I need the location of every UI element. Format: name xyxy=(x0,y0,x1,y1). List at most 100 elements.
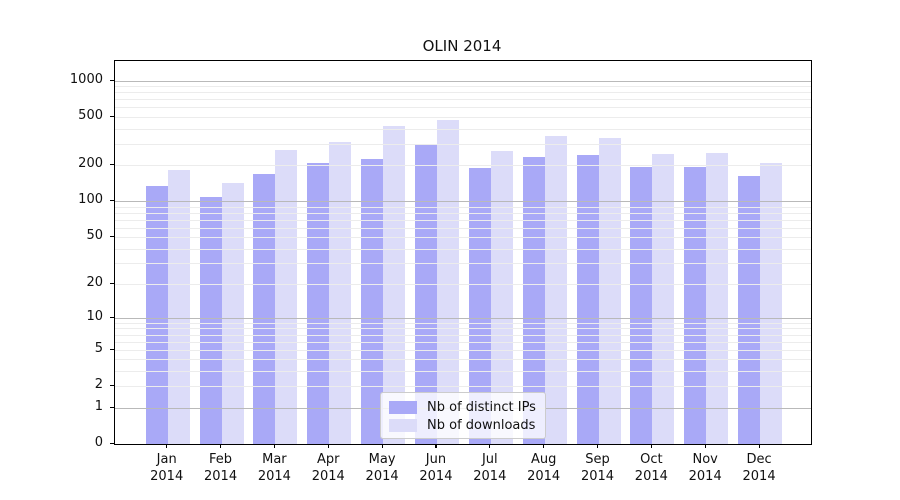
legend-swatch-distinct-ips-icon xyxy=(389,400,417,414)
gridline-minor xyxy=(115,227,811,229)
gridline-minor xyxy=(115,328,811,330)
y-tick-label: 500 xyxy=(78,107,103,123)
gridline-minor xyxy=(115,386,811,388)
y-tick-mark xyxy=(110,79,114,81)
bar-feb-downloads xyxy=(221,182,244,444)
x-tick-label-jan: Jan 2014 xyxy=(150,452,184,484)
y-tick-label: 20 xyxy=(86,274,103,290)
legend-item-distinct-ips: Nb of distinct IPs xyxy=(389,399,537,415)
gridline-minor xyxy=(115,128,811,130)
y-tick-mark xyxy=(110,348,114,350)
gridline-minor xyxy=(115,237,811,239)
x-tick-mark xyxy=(758,444,760,448)
bar-feb-distinct-ips xyxy=(199,196,222,444)
bars-layer xyxy=(115,61,811,444)
x-tick-mark xyxy=(597,444,599,448)
y-tick-mark xyxy=(110,200,114,202)
gridline-minor xyxy=(115,371,811,373)
x-tick-mark xyxy=(543,444,545,448)
gridline-major xyxy=(115,317,811,319)
gridline-minor xyxy=(115,283,811,285)
y-tick-mark xyxy=(110,316,114,319)
x-tick-label-sep: Sep 2014 xyxy=(580,452,615,484)
legend-swatch-downloads-icon xyxy=(389,418,417,432)
x-tick-label-mar: Mar 2014 xyxy=(257,452,291,484)
bar-jul-downloads xyxy=(490,150,513,444)
x-tick-mark xyxy=(435,444,437,448)
gridline-minor xyxy=(115,116,811,118)
x-tick-label-may: May 2014 xyxy=(365,452,399,484)
x-tick-mark xyxy=(381,444,383,448)
plot-area: Nb of distinct IPs Nb of downloads xyxy=(114,60,812,445)
x-tick-label-aug: Aug 2014 xyxy=(527,452,561,484)
bar-jan-downloads xyxy=(167,170,190,444)
gridline-minor xyxy=(115,99,811,101)
gridline-minor xyxy=(115,92,811,94)
bar-aug-distinct-ips xyxy=(522,156,545,444)
y-tick-label: 100 xyxy=(78,192,103,208)
x-tick-mark xyxy=(273,444,276,448)
legend: Nb of distinct IPs Nb of downloads xyxy=(380,392,546,439)
y-tick-label: 0 xyxy=(94,435,103,450)
y-tick-mark xyxy=(110,282,114,285)
bar-may-distinct-ips xyxy=(361,159,384,444)
bar-sep-downloads xyxy=(598,137,621,444)
x-tick-mark xyxy=(220,444,222,448)
gridline-minor xyxy=(115,349,811,351)
y-tick-mark xyxy=(110,385,114,387)
y-tick-mark xyxy=(110,115,114,118)
x-tick-mark xyxy=(704,444,706,448)
bar-jun-distinct-ips xyxy=(414,144,437,444)
x-tick-mark xyxy=(166,444,168,448)
bar-apr-downloads xyxy=(329,142,352,444)
legend-item-downloads: Nb of downloads xyxy=(389,417,537,433)
gridline-minor xyxy=(115,341,811,343)
x-tick-mark xyxy=(489,444,491,448)
bar-may-downloads xyxy=(383,125,406,444)
x-tick-label-jul: Jul 2014 xyxy=(473,452,507,484)
bar-jan-distinct-ips xyxy=(145,185,168,444)
y-tick-label: 50 xyxy=(86,228,103,244)
x-tick-label-nov: Nov 2014 xyxy=(688,452,722,484)
gridline-minor xyxy=(115,143,811,145)
x-tick-mark xyxy=(327,444,329,448)
gridline-minor xyxy=(115,107,811,109)
gridline-minor xyxy=(115,86,811,88)
y-tick-label: 5 xyxy=(94,340,103,356)
gridline-minor xyxy=(115,219,811,221)
bar-dec-distinct-ips xyxy=(738,175,761,444)
gridline-minor xyxy=(115,322,811,324)
y-tick-mark xyxy=(110,236,114,238)
y-tick-mark xyxy=(110,163,114,166)
x-tick-label-oct: Oct 2014 xyxy=(634,452,668,484)
y-tick-label: 1000 xyxy=(69,71,103,87)
bar-jun-downloads xyxy=(436,119,459,444)
gridline-minor xyxy=(115,206,811,208)
y-tick-label: 10 xyxy=(86,308,103,324)
y-tick-label: 1 xyxy=(94,398,103,414)
gridline-minor xyxy=(115,359,811,361)
y-tick-mark xyxy=(110,406,114,408)
bar-oct-distinct-ips xyxy=(630,166,653,444)
gridline-major xyxy=(115,201,811,203)
y-tick-label: 200 xyxy=(78,155,103,171)
gridline-minor xyxy=(115,248,811,250)
bar-dec-downloads xyxy=(760,162,783,444)
x-tick-mark xyxy=(650,444,653,448)
gridline-minor xyxy=(115,212,811,214)
bar-mar-distinct-ips xyxy=(253,174,276,444)
y-tick-label: 2 xyxy=(94,377,103,393)
gridline-minor xyxy=(115,164,811,166)
gridline-major xyxy=(115,80,811,82)
grid-layer xyxy=(115,61,811,444)
x-tick-label-dec: Dec 2014 xyxy=(742,452,776,484)
x-tick-label-apr: Apr 2014 xyxy=(311,452,345,484)
legend-label-distinct-ips: Nb of distinct IPs xyxy=(427,399,536,415)
bar-nov-distinct-ips xyxy=(684,166,707,444)
y-tick-mark xyxy=(110,443,114,445)
gridline-minor xyxy=(115,263,811,265)
x-tick-label-jun: Jun 2014 xyxy=(419,452,453,484)
chart-title: OLIN 2014 xyxy=(422,37,502,55)
bar-mar-downloads xyxy=(275,150,298,444)
